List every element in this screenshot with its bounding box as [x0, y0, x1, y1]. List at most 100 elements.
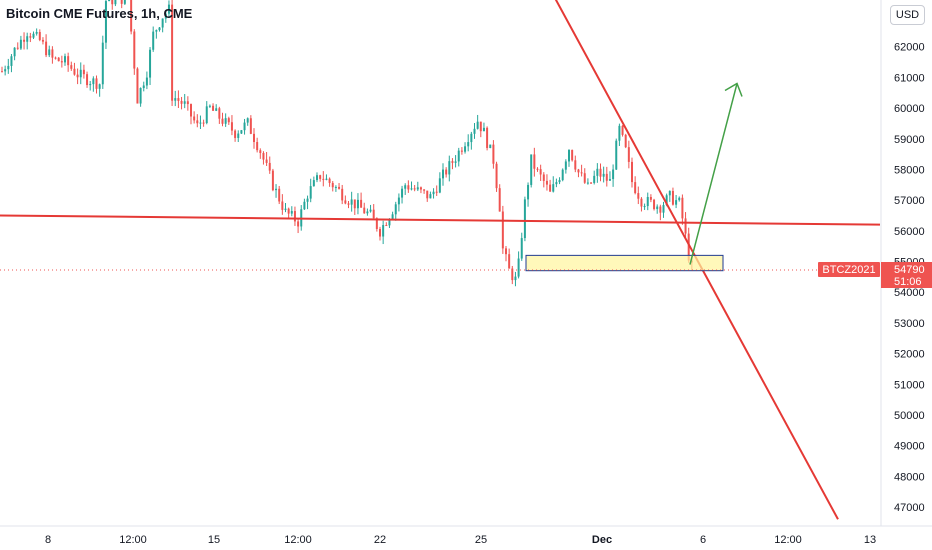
time-tick-label: 22: [374, 534, 386, 546]
candle-body: [130, 0, 133, 32]
candle-body: [152, 31, 155, 50]
candle-body: [237, 133, 240, 138]
candle-body: [221, 118, 224, 124]
candle-body: [407, 185, 410, 190]
candle-body: [35, 31, 38, 34]
candle-body: [640, 198, 643, 207]
candle-body: [76, 74, 79, 78]
candle-body: [476, 121, 479, 129]
price-tick-label: 58000: [894, 164, 925, 176]
candle-body: [426, 190, 429, 199]
candle-body: [668, 190, 671, 196]
bar-countdown: 51:06: [894, 276, 922, 288]
candle-body: [86, 74, 89, 86]
candle-body: [325, 178, 328, 180]
candle-body: [602, 173, 605, 177]
candle-body: [205, 106, 208, 124]
price-tick-label: 51000: [894, 379, 925, 391]
price-tick-label: 61000: [894, 72, 925, 84]
candle-body: [473, 128, 476, 134]
candle-body: [190, 104, 192, 117]
candle-body: [64, 56, 66, 63]
candle-body: [574, 160, 577, 170]
candle-body: [662, 205, 665, 213]
candle-body: [92, 78, 95, 85]
candle-body: [605, 173, 608, 181]
price-tag-bg: [881, 262, 932, 288]
candle-body: [331, 182, 334, 188]
candle-body: [23, 39, 26, 42]
candle-body: [10, 56, 13, 66]
time-tick-label: 12:00: [284, 534, 312, 546]
time-tick-label: 6: [700, 534, 706, 546]
candle-body: [32, 33, 35, 38]
candle-body: [675, 200, 678, 205]
candle-body: [394, 204, 397, 215]
last-price-value: 54790: [894, 264, 925, 276]
candle-body: [171, 4, 174, 101]
candle-body: [67, 56, 70, 66]
candle-body: [142, 85, 145, 89]
candle-body: [208, 105, 211, 107]
candle-body: [649, 196, 652, 200]
candle-body: [492, 144, 495, 164]
candle-body: [634, 182, 637, 194]
price-tick-label: 53000: [894, 318, 925, 330]
candle-body: [643, 206, 646, 208]
candle-body: [234, 130, 237, 138]
candle-body: [382, 225, 385, 237]
candle-body: [561, 169, 564, 181]
candle-body: [174, 98, 177, 101]
candle-body: [293, 211, 296, 222]
candle-body: [29, 36, 32, 38]
candle-body: [445, 169, 448, 175]
candle-body: [278, 188, 281, 202]
candle-body: [183, 101, 186, 104]
candle-body: [136, 68, 139, 104]
candle-body: [57, 57, 60, 62]
price-tick-label: 47000: [894, 502, 925, 514]
time-axis[interactable]: 8 12:00 15 12:00 22 25 Dec 6 12:00 13: [45, 534, 876, 546]
currency-button[interactable]: USD: [890, 5, 925, 25]
candle-body: [353, 199, 356, 209]
candle-body: [608, 179, 611, 181]
candle-body: [316, 175, 318, 181]
candle-body: [120, 0, 123, 4]
candle-body: [145, 77, 148, 86]
candle-body: [596, 168, 599, 176]
candle-body: [297, 221, 300, 227]
candle-body: [397, 197, 400, 205]
price-tick-label: 57000: [894, 195, 925, 207]
candle-body: [637, 193, 640, 199]
candle-body: [564, 161, 567, 170]
candle-body: [508, 254, 511, 269]
candle-body: [482, 127, 485, 132]
candle-body: [306, 198, 309, 202]
candle-body: [631, 161, 633, 183]
candle-body: [341, 188, 344, 201]
candle-body: [26, 36, 29, 42]
candle-body: [350, 199, 353, 205]
candle-body: [51, 49, 54, 58]
candle-body: [681, 197, 684, 219]
candle-body: [363, 207, 366, 214]
candle-body: [593, 175, 596, 183]
candle-body: [571, 150, 574, 161]
candle-body: [618, 125, 621, 141]
symbol-price-label: BTCZ2021 54790 51:06: [818, 262, 932, 288]
candle-body: [123, 0, 126, 4]
candle-body: [527, 184, 530, 200]
candle-body: [344, 200, 347, 204]
candle-body: [212, 105, 215, 111]
candle-body: [202, 122, 205, 124]
candle-body: [486, 127, 489, 149]
candle-body: [379, 228, 381, 237]
candle-body: [262, 153, 265, 160]
candle-body: [457, 150, 460, 162]
candle-body: [1, 71, 3, 73]
candle-body: [186, 101, 189, 105]
candle-body: [82, 69, 85, 75]
bullish-arrow-shaft: [689, 83, 738, 265]
price-tick-label: 60000: [894, 103, 925, 115]
